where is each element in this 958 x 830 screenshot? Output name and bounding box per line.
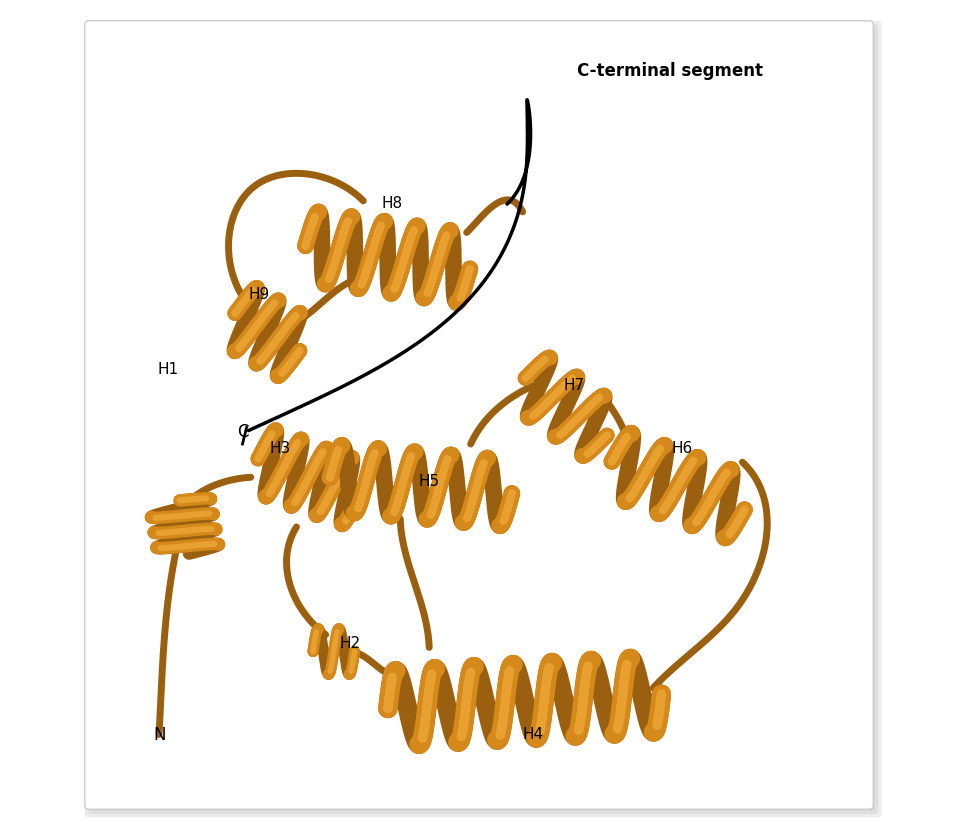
FancyBboxPatch shape bbox=[84, 21, 881, 818]
Text: H2: H2 bbox=[340, 636, 361, 651]
Text: H9: H9 bbox=[248, 287, 269, 302]
Text: H3: H3 bbox=[269, 441, 290, 456]
Text: C-terminal segment: C-terminal segment bbox=[577, 61, 763, 80]
FancyBboxPatch shape bbox=[98, 34, 868, 804]
Text: H7: H7 bbox=[564, 378, 585, 393]
FancyBboxPatch shape bbox=[91, 27, 875, 811]
FancyBboxPatch shape bbox=[95, 31, 872, 808]
Text: H6: H6 bbox=[672, 441, 693, 456]
FancyBboxPatch shape bbox=[88, 24, 878, 814]
Text: H8: H8 bbox=[381, 196, 402, 211]
Text: H5: H5 bbox=[419, 474, 440, 489]
Text: H4: H4 bbox=[522, 727, 543, 742]
FancyBboxPatch shape bbox=[84, 21, 874, 809]
Text: H1: H1 bbox=[157, 362, 178, 377]
Text: N: N bbox=[153, 725, 166, 744]
Text: C: C bbox=[237, 422, 248, 441]
